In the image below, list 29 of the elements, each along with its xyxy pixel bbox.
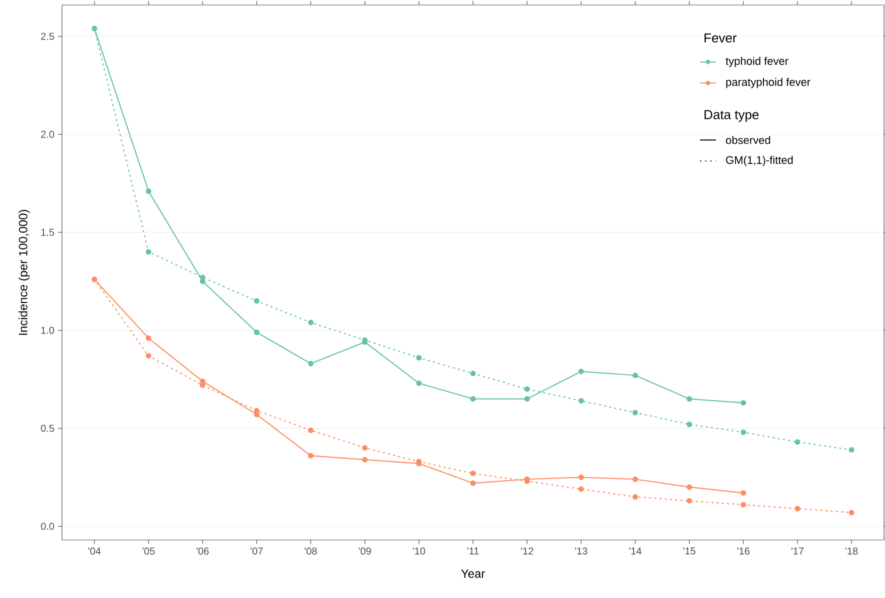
x-tick-label: '04 bbox=[88, 548, 101, 555]
annotation: Data type bbox=[704, 110, 759, 122]
x-tick-label: '05 bbox=[142, 548, 155, 555]
annotation: GM(1,1)-fitted bbox=[726, 156, 793, 166]
y-tick-label: 0.5 bbox=[40, 424, 54, 432]
legend-label: typhoid fever bbox=[726, 56, 788, 68]
x-tick-label: '09 bbox=[358, 548, 371, 555]
y-axis-title: Incidence (per 100,000) bbox=[18, 210, 30, 335]
legend-title: Fever bbox=[704, 33, 737, 43]
x-tick-label: '06 bbox=[196, 548, 209, 555]
y-tick-label: 2.0 bbox=[41, 130, 54, 138]
x-tick-label: '10 bbox=[412, 548, 426, 555]
x-tick-label: '18 bbox=[846, 548, 858, 555]
x-tick-label: '13 bbox=[575, 548, 588, 555]
x-tick-label: '11 bbox=[467, 548, 479, 554]
x-tick-label: '07 bbox=[250, 548, 263, 555]
x-tick-label: '16 bbox=[737, 548, 750, 555]
x-tick-label: '17 bbox=[791, 548, 804, 554]
x-tick-label: '15 bbox=[683, 548, 696, 555]
annotation: observed bbox=[726, 136, 770, 144]
x-tick-label: '08 bbox=[304, 548, 317, 555]
y-tick-label: 2.5 bbox=[41, 32, 54, 40]
y-tick-label: 1.0 bbox=[41, 326, 54, 334]
x-axis-title: Year bbox=[461, 569, 485, 578]
legend-label: paratyphoid fever bbox=[726, 78, 810, 88]
x-tick-label: '14 bbox=[629, 548, 642, 554]
y-tick-label: 1.5 bbox=[41, 228, 54, 236]
x-tick-label: '12 bbox=[521, 548, 534, 555]
y-tick-label: 0.0 bbox=[40, 522, 54, 530]
